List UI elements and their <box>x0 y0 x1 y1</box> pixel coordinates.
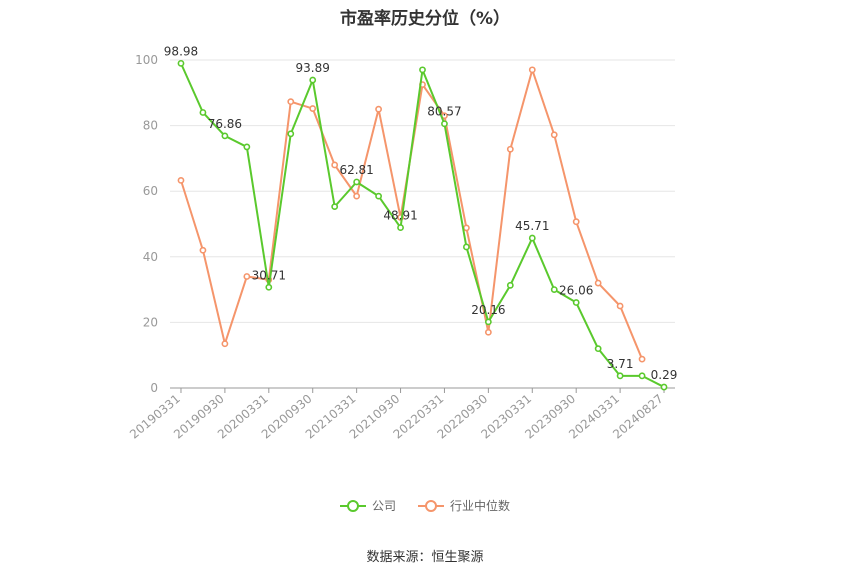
y-tick-label: 0 <box>150 381 158 395</box>
legend-item-industry-median[interactable]: 行业中位数 <box>418 497 510 514</box>
data-label: 3.71 <box>607 357 634 371</box>
data-point-0 <box>265 283 273 291</box>
data-label: 45.71 <box>515 219 549 233</box>
data-label: 80.57 <box>427 105 461 119</box>
data-point-0 <box>506 281 514 289</box>
data-point-0 <box>419 66 426 74</box>
data-point-0 <box>550 286 558 293</box>
data-point-0 <box>441 120 448 128</box>
data-point-0 <box>199 109 207 116</box>
data-point-1 <box>484 328 492 336</box>
data-label: 0.29 <box>651 368 678 382</box>
data-point-1 <box>287 98 295 106</box>
data-point-0 <box>375 192 382 200</box>
data-point-0 <box>616 372 624 380</box>
data-point-1 <box>506 145 514 153</box>
data-point-1 <box>177 176 185 184</box>
data-point-0 <box>572 299 580 306</box>
chart-title: 市盈率历史分位（%） <box>339 9 511 29</box>
data-point-1 <box>309 105 317 112</box>
data-label: 48.91 <box>383 209 417 223</box>
data-label: 26.06 <box>559 284 593 298</box>
data-label: 62.81 <box>339 163 373 177</box>
data-point-1 <box>528 66 536 74</box>
data-point-0 <box>243 143 251 151</box>
data-point-0 <box>594 345 602 353</box>
data-point-0 <box>528 234 536 242</box>
data-point-0 <box>484 318 492 326</box>
data-point-0 <box>287 130 295 138</box>
data-label: 93.89 <box>296 61 330 75</box>
legend: 公司 行业中位数 <box>0 497 850 514</box>
data-point-0 <box>177 59 185 67</box>
data-label: 98.98 <box>164 44 198 58</box>
data-labels: 98.98 76.86 30.71 93.89 62.81 48.91 80.57 20.16… <box>164 44 678 382</box>
data-point-0 <box>331 203 339 211</box>
data-point-1 <box>353 192 361 200</box>
legend-label-company: 公司 <box>371 499 396 513</box>
data-point-0 <box>397 224 404 231</box>
data-point-1 <box>375 105 382 113</box>
data-point-1 <box>594 279 602 287</box>
y-tick-label: 80 <box>143 119 158 133</box>
data-label: 76.86 <box>208 117 242 131</box>
data-point-0 <box>463 243 470 251</box>
series-lines <box>177 59 668 391</box>
data-point-1 <box>243 273 251 280</box>
data-point-1 <box>616 302 624 310</box>
data-point-1 <box>638 355 646 363</box>
y-tick-label: 40 <box>143 250 158 264</box>
source-note: 数据来源：恒生聚源 <box>366 550 484 565</box>
data-point-1 <box>199 246 207 254</box>
data-label: 20.16 <box>471 303 505 317</box>
data-point-0 <box>353 178 361 186</box>
data-point-0 <box>660 383 668 391</box>
legend-item-company[interactable]: 公司 <box>339 497 396 514</box>
y-tick-label: 20 <box>143 315 158 329</box>
legend-label-industry-median: 行业中位数 <box>450 499 511 513</box>
series-line-0 <box>180 62 665 388</box>
data-point-0 <box>221 132 229 140</box>
data-point-1 <box>572 218 580 226</box>
legend-swatch-industry-median <box>418 499 444 513</box>
data-point-1 <box>463 224 470 232</box>
data-label: 30.71 <box>252 268 286 282</box>
data-point-0 <box>309 76 317 84</box>
y-tick-label: 60 <box>143 184 158 198</box>
data-point-1 <box>221 340 229 348</box>
axes: 0204060801002019033120190930202003312020… <box>127 53 675 442</box>
data-point-0 <box>638 372 646 380</box>
data-point-1 <box>550 131 558 139</box>
legend-swatch-company <box>339 499 366 513</box>
data-point-1 <box>331 161 339 169</box>
y-tick-label: 100 <box>135 53 158 67</box>
grid-lines <box>170 59 675 323</box>
